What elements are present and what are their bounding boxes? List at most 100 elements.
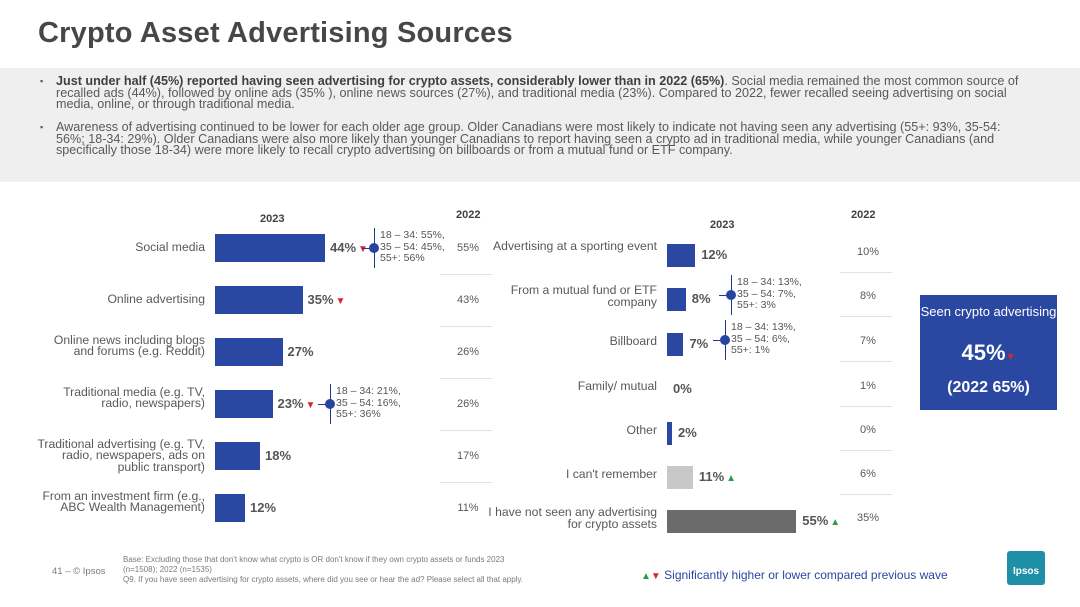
significance-legend: ▲▼ Significantly higher or lower compare… [641,568,948,582]
down-triangle-icon: ▼ [335,296,346,307]
category-label: Social media [135,240,205,255]
age-bracket-stem [362,248,374,249]
value-text: 0% [673,381,692,396]
left-chart-header-2022: 2022 [456,209,481,221]
age-marker-dot [720,335,730,345]
bar [215,338,283,366]
category-label: Traditional advertising (e.g. TV, radio,… [37,436,205,474]
bar [667,465,693,489]
category-label: I have not seen any advertising for cryp… [488,505,657,531]
age-breakdown-note: 18 – 34: 55%, 35 – 54: 45%, 55+: 56% [380,229,445,265]
value-label: 23% ▼ [278,396,316,411]
value-label: 0% [673,381,692,396]
category-label: Advertising at a sporting event [493,239,657,254]
value-text: 27% [287,344,314,359]
value-2022: 7% [860,335,876,347]
value-text: 8% [691,291,711,306]
seen-box-value-text: 45% [961,340,1006,365]
bar [215,494,245,522]
category-label: Other [626,423,657,437]
value-text: 23% [277,396,304,411]
value-text: 18% [265,448,292,463]
down-triangle-icon: ▼ [1005,352,1016,363]
page-number: 41 – © Ipsos [52,566,106,577]
value-2022: 55% [456,242,480,254]
value-label: 7% [689,336,708,351]
summary-bullet-1-text: . Social media remained the most common … [56,74,1019,112]
age-breakdown-line: 55+: 3% [737,299,776,312]
left-chart-header-2023: 2023 [260,213,285,225]
value-2022: 10% [856,246,880,258]
bullet-marker: ▪ [40,76,44,86]
bullet-marker: ▪ [40,122,44,132]
value-2022: 35% [856,512,880,524]
right-chart-header-2023: 2023 [710,219,735,231]
value-text: 12% [701,247,728,262]
age-breakdown-line: 35 – 54: 6%, [731,332,790,345]
category-label: Traditional media (e.g. TV, radio, newsp… [63,384,205,411]
value-text: 2% [678,425,697,440]
legend-text: Significantly higher or lower compared p… [664,568,948,582]
value-label: 27% [288,344,314,359]
value-label: 55% ▲ [802,513,840,528]
age-breakdown-line: 55+: 36% [336,408,381,421]
row-separator [840,450,892,451]
value-2022: 43% [456,294,480,306]
footer-note-line-1: Base: Excluding those that don't know wh… [123,555,505,564]
summary-bullet-2-text: Awareness of advertising continued to be… [56,120,1001,158]
down-triangle-icon: ▼ [358,244,368,255]
value-2022: 26% [456,346,480,358]
bar [667,332,684,356]
value-label: 2% [678,425,697,440]
value-2022: 8% [860,290,876,302]
value-text: 55% [802,513,829,528]
summary-panel: ▪ Just under half (45%) reported having … [0,68,1080,182]
age-breakdown-line: 35 – 54: 45%, [380,240,445,253]
bar [215,390,273,418]
value-label: 18% [265,448,291,463]
bar [667,509,797,533]
value-label: 44% ▼ [330,240,368,255]
category-label: I can't remember [565,467,657,481]
category-label: From an investment firm (e.g., ABC Wealt… [42,488,205,515]
age-bracket-stem [318,404,330,405]
up-triangle-icon: ▲ [726,473,737,484]
bar [667,243,696,267]
bar [667,287,686,311]
category-label: Family/ mutual [577,379,657,393]
row-separator [840,361,892,362]
bar [215,286,303,314]
age-breakdown-line: 18 – 34: 21%, [336,385,401,397]
value-text: 11% [698,469,725,484]
category-label: Online advertising [107,292,205,307]
value-label: 8% [692,291,711,306]
row-separator [840,406,892,407]
age-breakdown-line: 18 – 34: 55%, [380,229,445,241]
age-breakdown-line: 35 – 54: 16%, [336,396,401,409]
age-breakdown-note: 18 – 34: 13%, 35 – 54: 7%, 55+: 3% [737,276,802,312]
page-title: Crypto Asset Advertising Sources [38,17,513,49]
seen-crypto-box: Seen crypto advertising 45%▼ (2022 65%) [920,295,1057,410]
row-separator [840,272,892,273]
age-marker-dot [726,290,736,300]
seen-box-value: 45%▼ [920,340,1057,366]
row-separator [440,378,492,379]
value-2022: 26% [456,398,480,410]
age-marker-dot [369,243,379,253]
up-triangle-icon: ▲ [641,571,651,582]
row-separator [840,494,892,495]
value-2022: 6% [860,468,876,480]
value-label: 35% ▼ [308,292,346,307]
category-label: Billboard [609,334,657,348]
down-triangle-icon: ▼ [305,400,316,411]
footer-note-line-2: (n=1508); 2022 (n=1535) [123,565,212,574]
value-label: 11% ▲ [699,469,736,484]
row-separator [440,274,492,275]
age-breakdown-note: 18 – 34: 13%, 35 – 54: 6%, 55+: 1% [731,321,796,357]
down-triangle-icon: ▼ [650,571,661,582]
up-triangle-icon: ▲ [830,517,841,528]
seen-box-2022: (2022 65%) [947,379,1030,396]
bar [215,442,260,470]
category-label: From a mutual fund or ETF company [510,283,657,309]
value-text: 7% [689,336,709,351]
